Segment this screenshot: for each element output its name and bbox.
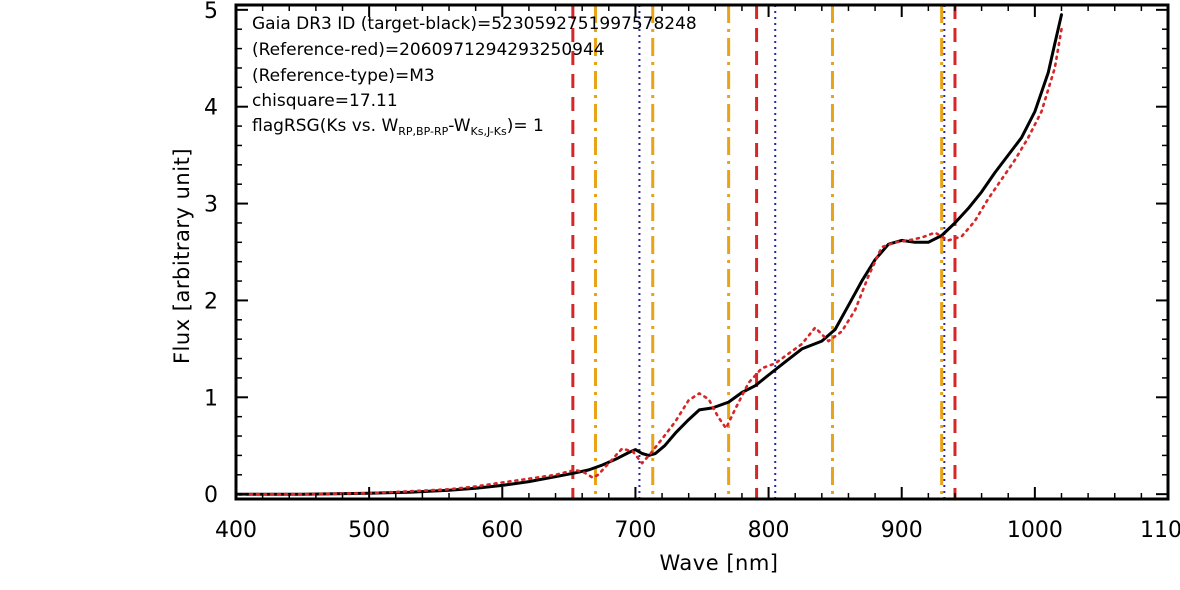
series-line-0: [234, 13, 1063, 496]
y-tick-label-5: 5: [204, 0, 218, 24]
series-group: [234, 13, 1063, 496]
x-tick-label-5: 900: [881, 518, 923, 543]
x-tick-label-4: 800: [748, 518, 790, 543]
flag-sub2: Ks,J-Ks: [471, 125, 507, 138]
annotation-gaia-id: Gaia DR3 ID (target-black)=5230592751997…: [252, 14, 697, 34]
y-tick-label-2: 2: [204, 289, 218, 314]
annotations: Gaia DR3 ID (target-black)=5230592751997…: [252, 14, 697, 138]
x-tick-label-3: 700: [614, 518, 656, 543]
y-tick-label-3: 3: [204, 193, 218, 218]
plot-frame: [234, 3, 1170, 501]
annotation-reference-type: (Reference-type)=M3: [252, 66, 435, 86]
annotation-reference-red: (Reference-red)=2060971294293250944: [252, 40, 605, 60]
flag-suffix: )= 1: [507, 116, 544, 136]
series-line-1: [234, 27, 1063, 496]
y-tick-label-4: 4: [204, 96, 218, 121]
x-tick-label-1: 500: [348, 518, 390, 543]
flag-sub1: RP,BP-RP: [398, 125, 448, 138]
annotation-chisquare: chisquare=17.11: [252, 91, 398, 111]
x-tick-label-0: 400: [215, 518, 257, 543]
y-axis-title: Flux [arbitrary unit]: [170, 148, 194, 364]
flag-mid: -W: [448, 116, 470, 136]
x-tick-label-6: 1000: [1007, 518, 1063, 543]
x-axis-title: Wave [nm]: [660, 551, 779, 575]
reference-lines: [571, 5, 957, 499]
annotation-flag-rsg: flagRSG(Ks vs. WRP,BP-RP-WKs,J-Ks)= 1: [252, 116, 544, 138]
y-tick-label-1: 1: [204, 386, 218, 411]
x-tick-label-2: 600: [481, 518, 523, 543]
y-tick-label-0: 0: [204, 483, 218, 508]
flag-prefix: flagRSG(Ks vs. W: [252, 116, 398, 136]
